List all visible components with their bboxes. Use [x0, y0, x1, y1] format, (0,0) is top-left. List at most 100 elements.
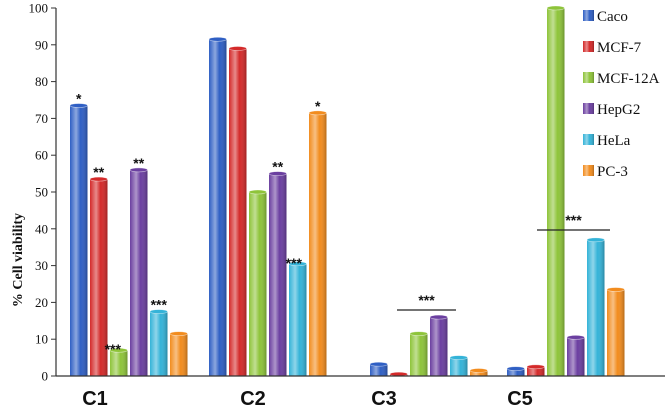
- bar-c3-mcf-12a: [409, 331, 428, 376]
- legend-swatch-shine: [583, 10, 594, 21]
- bar-c2-caco: [208, 36, 227, 376]
- legend: Caco MCF-7 MCF-12A HepG2 HeLa PC-3: [583, 9, 660, 180]
- bar-c1-mcf-12a: [109, 347, 128, 376]
- bar-cap: [586, 237, 605, 243]
- bar-c1-pc-3: [169, 331, 188, 376]
- bar-cap: [288, 261, 307, 267]
- bar-cap: [308, 110, 327, 116]
- y-tick-label: 10: [35, 332, 48, 347]
- y-tick-label: 20: [35, 295, 48, 310]
- significance-marker: **: [93, 164, 104, 180]
- legend-label: HepG2: [597, 102, 640, 118]
- bar-c5-pc-3: [606, 287, 625, 376]
- bar-cap: [429, 314, 448, 320]
- category-label: C2: [240, 388, 266, 410]
- bar-cap: [369, 361, 388, 367]
- bar-c3-mcf-7: [389, 371, 408, 377]
- bars: [69, 5, 625, 377]
- bar-cap: [208, 36, 227, 42]
- bar-shine: [527, 366, 545, 376]
- bar-shine: [547, 8, 565, 376]
- bar-cap: [449, 355, 468, 360]
- bar-shine: [289, 263, 307, 376]
- y-tick-label: 80: [35, 74, 48, 89]
- bar-shine: [229, 48, 247, 376]
- bar-shine: [249, 192, 267, 376]
- significance-marker: ***: [105, 341, 122, 357]
- bar-shine: [430, 317, 448, 376]
- bar-cap: [228, 46, 247, 51]
- category-labels: C1 C2 C3 C5: [82, 388, 533, 410]
- bar-shine: [567, 337, 585, 376]
- bar-c5-mcf-12a: [546, 5, 565, 376]
- bar-cap: [69, 103, 88, 108]
- bar-shine: [90, 179, 108, 376]
- bar-cap: [566, 335, 585, 340]
- bar-c1-hepg2: [129, 167, 148, 376]
- bar-c3-hepg2: [429, 314, 448, 376]
- bar-c1-mcf-7: [89, 176, 108, 376]
- bar-c2-hela: [288, 261, 307, 376]
- significance-marker: *: [76, 91, 82, 107]
- y-axis-ticks: 0 10 20 30 40 50 60 70 80 90 100: [29, 1, 56, 384]
- bar-c2-hepg2: [268, 171, 287, 376]
- legend-label: MCF-7: [597, 40, 642, 56]
- bar-cap: [149, 309, 168, 314]
- y-tick-label: 60: [35, 148, 48, 163]
- legend-label: Caco: [597, 9, 628, 25]
- legend-swatch-shine: [583, 72, 594, 83]
- bar-c3-caco: [369, 361, 388, 376]
- legend-swatch-shine: [583, 165, 594, 176]
- bar-shine: [269, 173, 287, 376]
- bar-shine: [450, 357, 468, 376]
- legend-label: HeLa: [597, 133, 631, 149]
- bar-shine: [70, 105, 88, 377]
- significance-marker: ***: [565, 212, 582, 228]
- bar-cap: [506, 366, 525, 371]
- category-label: C5: [507, 388, 533, 410]
- axes: [55, 8, 665, 377]
- bar-shine: [607, 289, 625, 376]
- bar-cap: [526, 364, 545, 370]
- y-axis-label: % Cell viability: [11, 213, 26, 307]
- significance-marker: ***: [286, 255, 303, 271]
- bar-cap: [248, 189, 267, 195]
- bar-shine: [410, 333, 428, 376]
- bar-shine: [110, 350, 128, 376]
- legend-label: PC-3: [597, 164, 628, 180]
- legend-swatch-shine: [583, 103, 594, 114]
- category-label: C1: [82, 388, 108, 410]
- y-tick-label: 90: [35, 37, 48, 52]
- bar-c5-hepg2: [566, 335, 585, 376]
- legend-swatch-shine: [583, 41, 594, 52]
- bar-cap: [546, 5, 565, 11]
- bar-shine: [507, 368, 525, 376]
- y-tick-label: 40: [35, 221, 48, 236]
- significance-marker: ***: [418, 292, 435, 308]
- y-tick-label: 100: [29, 1, 49, 16]
- bar-c3-hela: [449, 355, 468, 376]
- y-tick-label: 0: [42, 369, 49, 384]
- y-tick-label: 30: [35, 258, 48, 273]
- bar-cap: [109, 347, 128, 353]
- significance-marker: ***: [151, 297, 168, 313]
- significance-marker: **: [272, 159, 283, 175]
- bar-cap: [129, 167, 148, 173]
- bar-c5-caco: [506, 366, 525, 376]
- bar-cap: [469, 368, 488, 373]
- bar-c3-pc-3: [469, 368, 488, 376]
- bar-shine: [309, 112, 327, 376]
- bar-c1-caco: [69, 103, 88, 377]
- significance-marker: **: [133, 155, 144, 171]
- bar-cap: [169, 331, 188, 336]
- bar-c5-hela: [586, 237, 605, 376]
- bar-c2-mcf-12a: [248, 189, 267, 376]
- bar-shine: [150, 311, 168, 376]
- bar-shine: [130, 169, 148, 376]
- bar-c2-mcf-7: [228, 46, 247, 376]
- bar-c2-pc-3: [308, 110, 327, 376]
- bar-cap: [606, 287, 625, 292]
- bar-shine: [470, 370, 488, 376]
- y-tick-label: 50: [35, 185, 48, 200]
